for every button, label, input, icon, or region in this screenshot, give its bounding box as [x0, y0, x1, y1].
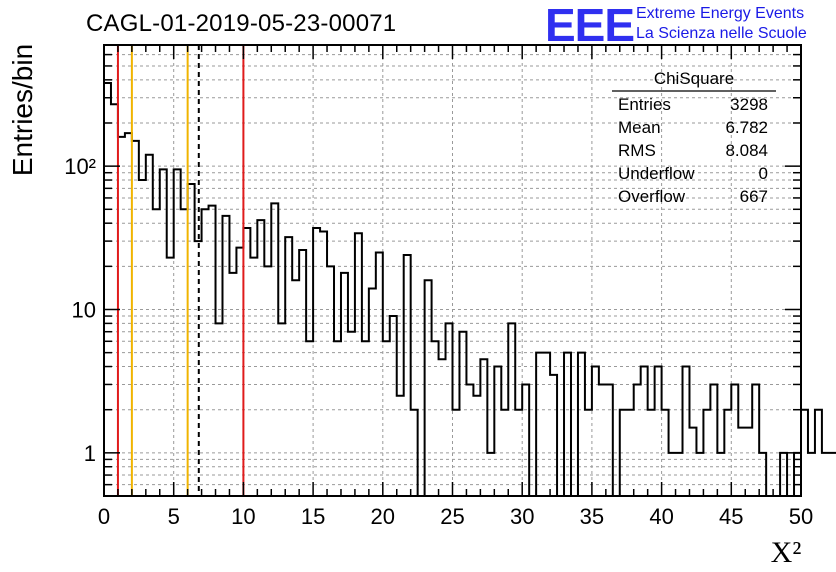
x-tick-label: 45 [719, 504, 743, 529]
y-tick-label: 10 [72, 297, 96, 322]
stats-row-value: 8.084 [725, 141, 768, 160]
x-tick-label: 10 [231, 504, 255, 529]
histogram-series [103, 82, 836, 497]
stats-row-label: Underflow [618, 164, 695, 183]
x-tick-label: 50 [789, 504, 813, 529]
stats-row-value: 3298 [730, 95, 768, 114]
ticks-layer [103, 44, 802, 497]
tick-labels-layer: 0 5 10 15 20 25 30 35 40 45 50 1 10 10² [64, 154, 813, 529]
logo-line-1: Extreme Energy Events [636, 5, 805, 22]
histogram-layer [103, 82, 836, 497]
x-tick-label: 0 [98, 504, 110, 529]
y-tick-label: 10² [64, 154, 96, 179]
x-tick-label: 20 [371, 504, 395, 529]
eee-logo: EEE Extreme Energy Events La Scienza nel… [545, 0, 835, 51]
x-tick-label: 40 [649, 504, 673, 529]
chart-title: CAGL-01-2019-05-23-00071 [86, 10, 397, 37]
x-axis-title: X² [771, 536, 802, 569]
x-tick-label: 30 [510, 504, 534, 529]
stats-row-value: 0 [759, 164, 768, 183]
y-axis-title: Entries/bin [7, 44, 38, 176]
stats-row-label: RMS [618, 141, 656, 160]
x-tick-label: 35 [580, 504, 604, 529]
stats-row-value: 667 [740, 187, 768, 206]
logo-line-2: La Scienza nelle Scuole [636, 25, 807, 42]
x-tick-label: 15 [301, 504, 325, 529]
stats-row-value: 6.782 [725, 118, 768, 137]
stats-title: ChiSquare [654, 69, 734, 88]
x-tick-label: 5 [168, 504, 180, 529]
x-tick-label: 25 [440, 504, 464, 529]
stats-row-label: Overflow [618, 187, 686, 206]
stats-row-label: Entries [618, 95, 671, 114]
stats-row-label: Mean [618, 118, 661, 137]
eee-logo-mark: EEE [545, 0, 635, 51]
y-tick-label: 1 [84, 441, 96, 466]
stats-box: ChiSquare Entries 3298 Mean 6.782 RMS 8.084 Un… [612, 69, 776, 206]
vertical-lines-layer [116, 45, 245, 496]
